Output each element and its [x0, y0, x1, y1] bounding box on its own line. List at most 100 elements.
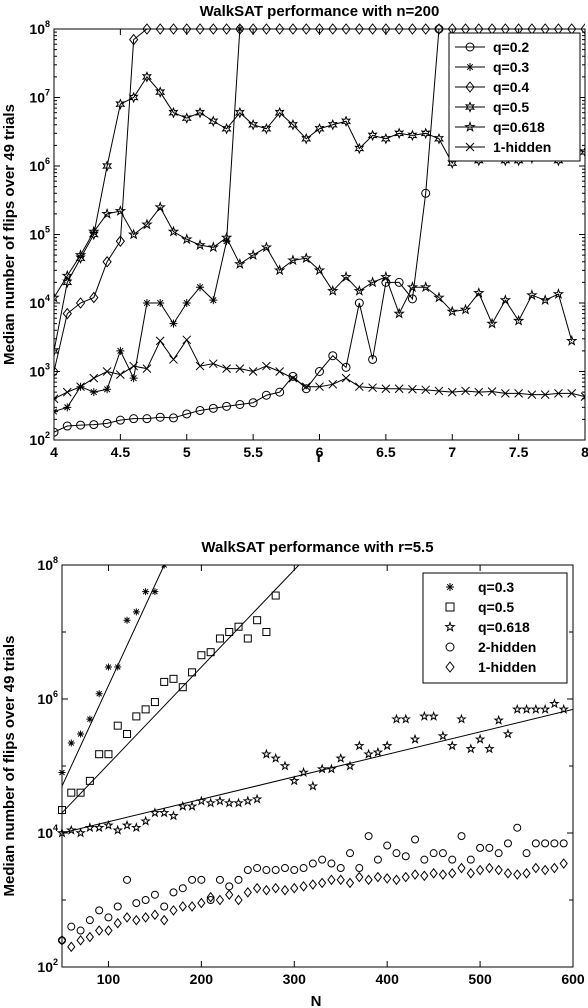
x-tick-label: 6 [316, 444, 324, 460]
y-tick-base: 10 [29, 432, 45, 448]
data-point [549, 698, 560, 709]
data-point [531, 862, 540, 874]
data-point [102, 367, 112, 376]
data-point [154, 201, 166, 213]
y-tick-base: 10 [29, 295, 45, 311]
data-point [411, 835, 420, 844]
data-point [141, 71, 152, 83]
data-point [132, 914, 141, 926]
data-point [261, 390, 271, 400]
data-point [234, 894, 243, 906]
data-point [466, 855, 475, 864]
data-point [539, 294, 551, 306]
data-point [253, 616, 262, 625]
data-point [141, 705, 150, 714]
data-point [419, 710, 430, 721]
fit-line [61, 565, 300, 814]
data-point [160, 565, 168, 569]
data-point [474, 733, 486, 744]
legend-item: q=0.3 [446, 579, 514, 595]
x-tick-label: 200 [190, 971, 214, 987]
data-point [243, 866, 252, 875]
data-point [315, 382, 324, 392]
data-point [522, 849, 531, 858]
data-point [112, 824, 124, 835]
data-point [308, 879, 317, 890]
data-point [275, 23, 285, 35]
data-point [262, 884, 271, 896]
data-point [261, 122, 272, 135]
y-tick-base: 10 [37, 959, 53, 975]
data-point [131, 822, 142, 833]
fit-line [61, 565, 165, 787]
x-tick-label: 500 [468, 971, 492, 987]
chart-walksat-vs-n: WalkSAT performance with r=5.51021041061… [1, 539, 585, 1008]
data-point [394, 127, 405, 140]
data-point [512, 314, 525, 326]
data-point [121, 819, 133, 830]
data-point [132, 608, 140, 616]
data-point [67, 922, 76, 931]
data-point [66, 824, 77, 835]
y-tick-exponent: 8 [45, 19, 50, 29]
data-point [132, 712, 141, 721]
series-1-hidden [57, 858, 568, 953]
data-point [222, 237, 231, 246]
data-point [487, 387, 497, 396]
data-point [156, 299, 165, 307]
legend-item: q=0.5 [455, 99, 529, 115]
data-point [85, 931, 95, 943]
data-point [182, 23, 192, 35]
data-point [270, 752, 281, 763]
data-point [448, 855, 457, 864]
data-point [540, 864, 550, 876]
data-point [503, 868, 513, 879]
data-point [54, 407, 58, 416]
data-point [336, 874, 345, 886]
data-point [381, 384, 391, 394]
data-point [421, 188, 431, 198]
data-point [251, 793, 263, 804]
data-point [280, 884, 290, 896]
data-point [113, 902, 122, 911]
data-point [494, 864, 503, 876]
legend-marker [445, 661, 455, 673]
data-point [197, 897, 206, 909]
data-point [75, 297, 86, 309]
data-point [178, 683, 187, 692]
data-point [113, 917, 122, 929]
data-point [261, 23, 272, 35]
data-point [187, 901, 197, 912]
data-point [155, 23, 165, 35]
data-point [88, 228, 99, 241]
data-point [67, 739, 75, 747]
data-point [485, 843, 494, 852]
data-point [437, 730, 449, 741]
data-point [448, 868, 457, 879]
data-point [160, 677, 169, 686]
legend-marker [466, 63, 474, 71]
data-point [433, 132, 444, 145]
data-point [327, 859, 336, 868]
data-point [235, 23, 245, 35]
data-point [328, 379, 338, 389]
data-point [373, 855, 382, 864]
data-point [129, 33, 139, 46]
data-point [567, 388, 577, 398]
data-point [271, 866, 280, 875]
data-point [103, 385, 112, 394]
chart-title: WalkSAT performance with r=5.5 [201, 539, 433, 556]
data-point [446, 305, 458, 317]
data-point [168, 413, 178, 423]
data-point [206, 648, 215, 657]
x-tick-label: 4 [50, 444, 58, 460]
data-point [579, 146, 585, 158]
data-point [101, 207, 113, 219]
data-point [344, 760, 356, 771]
data-point [208, 403, 218, 413]
y-tick-base: 10 [37, 557, 53, 573]
data-point [196, 283, 205, 292]
x-tick-label: 8 [581, 444, 588, 460]
y-tick-base: 10 [29, 158, 45, 174]
data-point [364, 874, 373, 886]
